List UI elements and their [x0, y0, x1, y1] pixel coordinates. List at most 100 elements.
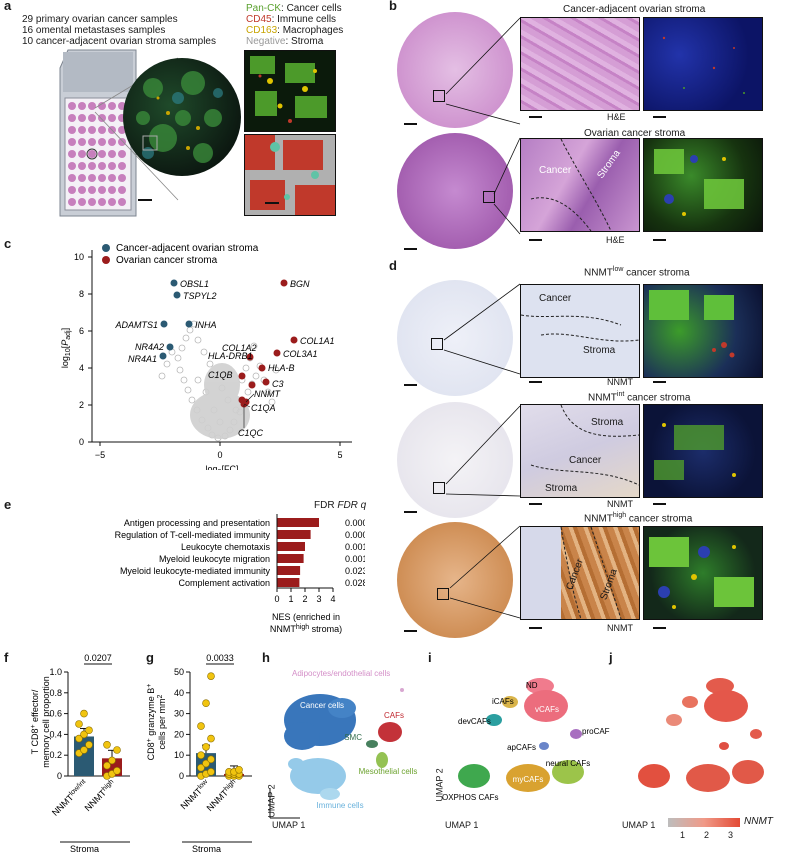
- gene-BGN: BGN: [290, 279, 310, 289]
- pathway-bar: [277, 530, 311, 539]
- pathway-bar: [277, 518, 319, 527]
- data-point: [75, 720, 83, 728]
- pathway-bar: [277, 542, 305, 551]
- cluster-adipocytes: Adipocytes/endothelial cells: [292, 669, 390, 678]
- he-label-cancer: Cancer: [539, 165, 572, 176]
- scale-bar-d-1: [404, 384, 417, 386]
- legend-negative: Negative: Stroma: [246, 36, 324, 47]
- if-inset-adjacent: [643, 17, 763, 111]
- volcano-xlabel: log2[FC]: [206, 464, 239, 470]
- data-point: [75, 734, 83, 743]
- pathway-label: Complement activation: [178, 578, 270, 588]
- pathway-bar: [277, 578, 300, 587]
- zoom-lines-b-1: [445, 17, 521, 125]
- data-point: [113, 746, 121, 754]
- umap-j: [638, 678, 764, 792]
- scale-bar-d-6: [653, 503, 666, 505]
- pathway-label: Regulation of T-cell-mediated immunity: [115, 530, 271, 540]
- title-cancer-stroma: Ovarian cancer stroma: [584, 128, 686, 139]
- zoom-lines-d-1: [443, 283, 521, 375]
- legend-cancer-stroma: Ovarian cancer stroma: [116, 255, 218, 266]
- y-tick-label: 0.4: [49, 729, 62, 739]
- g-ylabel: CD8+ granzyme B+cells per mm2: [146, 684, 167, 761]
- panel-label-b: b: [389, 0, 397, 13]
- ihc-inset-nnmt-high: Cancer Stroma: [520, 526, 640, 620]
- xtick-0: 0: [217, 450, 222, 460]
- data-point: [207, 755, 215, 764]
- y-tick-label: 10: [174, 750, 184, 760]
- panel-label-e: e: [4, 497, 12, 512]
- ytick-8: 8: [79, 289, 84, 299]
- cluster-procafs: proCAFs: [582, 727, 610, 736]
- ihc-inset-nnmt-int: Stroma Cancer Stroma: [520, 404, 640, 498]
- fdr-value: 0.001: [345, 542, 365, 552]
- sample-count-metastases: 16 omental metastases samples: [22, 25, 166, 36]
- e-tick-label: 1: [288, 594, 293, 604]
- cluster-cancer-cells: Cancer cells: [300, 701, 344, 710]
- ihc-label-stroma-1: Stroma: [583, 345, 616, 356]
- ytick-4: 4: [79, 363, 84, 373]
- e-tick-label: 3: [316, 594, 321, 604]
- legend-cd163: CD163: Macrophages: [246, 25, 344, 36]
- gene-HLA-DRB1: HLA-DRB1: [208, 351, 253, 361]
- panel-label-d: d: [389, 258, 397, 273]
- data-point: [207, 734, 215, 743]
- data-point: [235, 765, 243, 774]
- gene-ADAMTS1: ADAMTS1: [114, 320, 158, 330]
- data-point: [207, 768, 215, 776]
- umap-h-ylabel: UMAP 2: [266, 784, 277, 818]
- umap-h: Adipocytes/endothelial cells Cancer cell…: [269, 669, 417, 819]
- y-tick-label: 1.0: [49, 667, 62, 677]
- fdr-value: 0.023: [345, 566, 365, 576]
- fdr-header: FDR FDR q: [314, 500, 367, 511]
- data-point: [197, 722, 205, 730]
- data-point: [108, 756, 116, 765]
- y-tick-label: 0.8: [49, 688, 62, 698]
- title-nnmt-low: NNMTlow cancer stroma: [584, 266, 690, 279]
- colorbar-tick-1: 1: [680, 830, 686, 840]
- scale-bar-b-5: [529, 239, 542, 241]
- gene-INHA: INHA: [195, 320, 217, 330]
- if-inset-nnmt-low: [643, 284, 763, 378]
- gene-NR4A1: NR4A1: [128, 354, 157, 364]
- colorbar-tick-2: 2: [704, 830, 710, 840]
- gene-HLA-B: HLA-B: [268, 363, 295, 373]
- y-tick-label: 50: [174, 667, 184, 677]
- data-point: [103, 741, 111, 749]
- umap-h-xlabel: UMAP 1: [272, 820, 306, 830]
- pathway-label: Myeloid leukocyte-mediated immunity: [120, 566, 271, 576]
- pathway-label: Myeloid leukocyte migration: [159, 554, 270, 564]
- umap-j-xlabel: UMAP 1: [622, 820, 656, 830]
- e-tick-label: 0: [274, 594, 279, 604]
- sample-count-adjacent: 10 cancer-adjacent ovarian stroma sample…: [22, 36, 216, 47]
- ytick-6: 6: [79, 326, 84, 336]
- scale-bar-b-1: [404, 123, 417, 125]
- x-label: NNMTlow/int: [50, 778, 90, 818]
- colorbar-tick-3: 3: [728, 830, 734, 840]
- x-label: NNMThigh: [205, 778, 240, 813]
- title-adjacent-stroma: Cancer-adjacent ovarian stroma: [563, 4, 706, 15]
- fdr-value: 0.000: [345, 518, 365, 528]
- panel-label-f: f: [4, 650, 9, 665]
- legend-adjacent-stroma: Cancer-adjacent ovarian stroma: [116, 243, 259, 254]
- ytick-10: 10: [74, 252, 84, 262]
- data-point: [80, 746, 88, 754]
- fdr-value: 0.028: [345, 578, 365, 588]
- volcano-plot: 0 2 4 6 8 10 −5 0 5 log2[FC] log10[Padj]…: [60, 243, 352, 470]
- cluster-oxphos-cafs: OXPHOS CAFs: [442, 793, 498, 802]
- scale-bar-b-4: [404, 248, 417, 250]
- panel-label-i: i: [428, 650, 432, 665]
- p-value: 0.0033: [206, 653, 234, 663]
- volcano-ylabel: log10[Padj]: [60, 328, 72, 368]
- data-point: [207, 672, 215, 680]
- data-point: [197, 751, 205, 759]
- data-point: [197, 763, 205, 772]
- gene-C1QC: C1QC: [238, 428, 264, 438]
- group-label: Stroma: [192, 844, 221, 854]
- f-ylabel: T CD8+ effector/memory cell proportion: [30, 676, 51, 768]
- scale-bar-b-2: [529, 116, 542, 118]
- y-tick-label: 0.6: [49, 709, 62, 719]
- data-point: [80, 709, 88, 718]
- fdr-value: 0.000: [345, 530, 365, 540]
- cluster-icafs: iCAFs: [492, 697, 514, 706]
